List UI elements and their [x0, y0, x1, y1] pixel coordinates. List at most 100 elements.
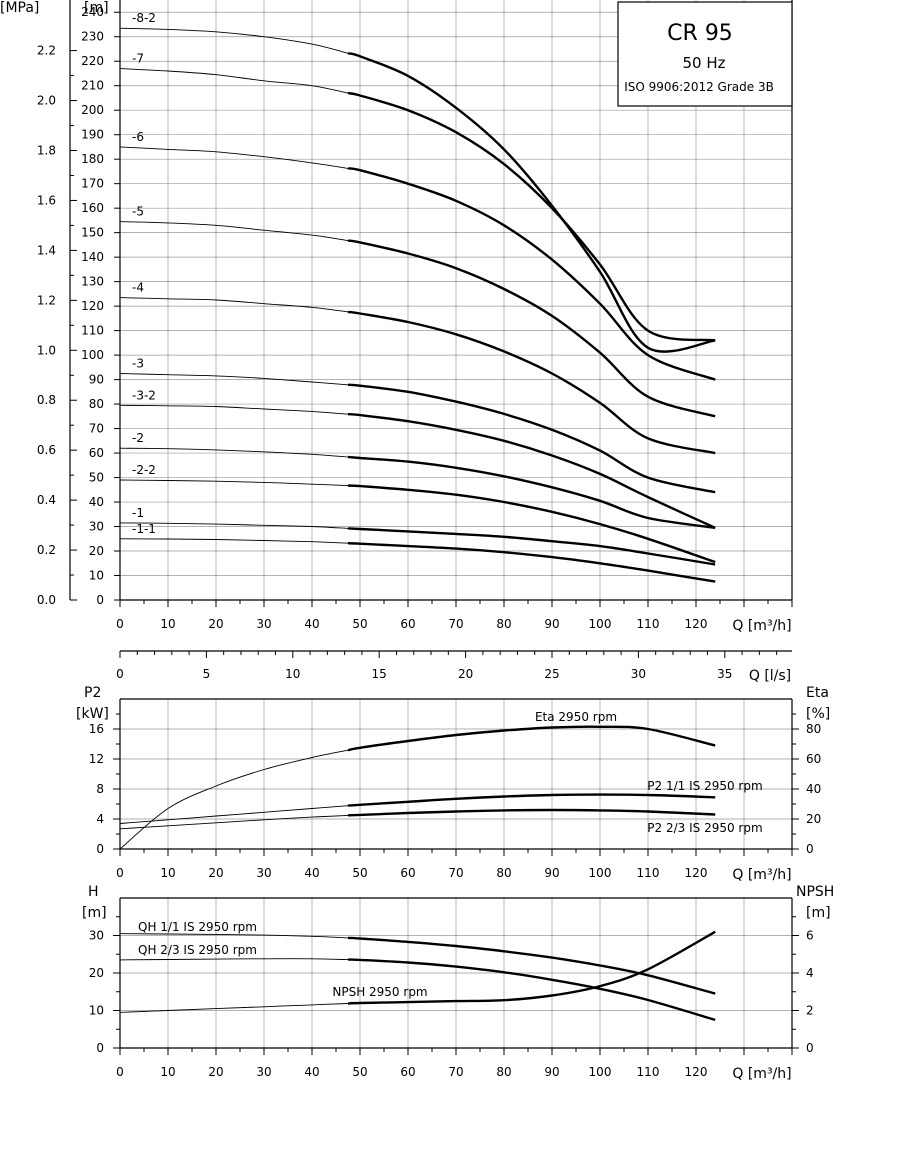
info-box: CR 95 50 Hz ISO 9906:2012 Grade 3B [617, 1, 793, 107]
npsh-panel-curve-label-1: QH 2/3 IS 2950 rpm [138, 943, 257, 957]
x-tick-label: 0 [116, 866, 124, 880]
y-tick-label-m: 230 [81, 30, 104, 44]
x-tick-label: 120 [685, 866, 708, 880]
x-tick-label: 110 [637, 866, 660, 880]
head-curve-4-thick [347, 310, 716, 455]
y-tick-label-m: 20 [89, 544, 104, 558]
y-tick-label-mpa: 0.0 [37, 593, 56, 607]
head-curve-1-thick [347, 527, 716, 566]
y-tick-label-p2: 4 [96, 812, 104, 826]
y-tick-label-eta: 40 [806, 782, 821, 796]
x-tick-label: 90 [544, 1065, 559, 1079]
npsh-panel-curve-label-2: NPSH 2950 rpm [332, 985, 427, 999]
x-tick-label: 110 [637, 617, 660, 631]
curve-label-4: -4 [132, 281, 144, 295]
power-curve-label-1: P2 1/1 IS 2950 rpm [647, 779, 762, 793]
y-tick-label-m: 130 [81, 275, 104, 289]
head-curve-2-thick [347, 455, 716, 529]
ls-tick-label: 25 [544, 667, 559, 681]
x-tick-label: 100 [589, 617, 612, 631]
y-axis-title-eta: Eta [806, 685, 829, 701]
y-tick-label-npsh: 2 [806, 1004, 814, 1018]
curve-label-1-1: -1-1 [132, 522, 156, 536]
x-tick-label: 10 [160, 1065, 175, 1079]
head-curves-panel: 0102030405060708090100110120130140150160… [0, 0, 793, 634]
y-tick-label-npsh: 6 [806, 929, 814, 943]
curve-label-8-2: -8-2 [132, 11, 156, 25]
y-tick-label-m: 100 [81, 348, 104, 362]
ls-tick-label: 20 [458, 667, 473, 681]
head-curve-1-1-thin [119, 538, 349, 544]
x-tick-label: 10 [160, 866, 175, 880]
x-tick-label: 60 [400, 617, 415, 631]
y-axis-title-m: [m] [84, 0, 109, 16]
x-tick-label: 0 [116, 1065, 124, 1079]
curve-label-5: -5 [132, 205, 144, 219]
y-tick-label-p2: 16 [89, 722, 104, 736]
head-curve-3-2-thin [119, 404, 349, 415]
head-curve-6-thick [347, 167, 716, 381]
head-curve-2-2-thick [347, 484, 716, 564]
head-curve-8-2-thick [347, 52, 716, 353]
ls-tick-label: 0 [116, 667, 124, 681]
npsh-panel-curve-label-0: QH 1/1 IS 2950 rpm [138, 920, 257, 934]
head-curve-2-thin [119, 447, 349, 458]
x-tick-label: 50 [352, 1065, 367, 1079]
head-curve-1-thin [119, 522, 349, 529]
x-axis-title: Q [m³/h] [732, 618, 791, 634]
x-tick-label: 100 [589, 866, 612, 880]
y-tick-label-npsh: 4 [806, 966, 814, 980]
x-axis-title: Q [m³/h] [732, 1066, 791, 1082]
y-tick-label-p2: 0 [96, 842, 104, 856]
info-box-frequency: 50 Hz [682, 54, 725, 72]
x-tick-label: 60 [400, 866, 415, 880]
y-tick-label-h: 10 [89, 1004, 104, 1018]
npsh-panel-curve-2-thick [347, 930, 716, 1005]
x-tick-label: 120 [685, 617, 708, 631]
x-tick-label: 70 [448, 617, 463, 631]
head-curve-5-thick [347, 239, 716, 418]
y-tick-label-mpa: 1.2 [37, 293, 56, 307]
curve-label-1: -1 [132, 506, 144, 520]
x-tick-label: 80 [496, 617, 511, 631]
y-tick-label-mpa: 2.2 [37, 44, 56, 58]
y-tick-label-m: 150 [81, 226, 104, 240]
y-tick-label-m: 240 [81, 5, 104, 19]
head-npsh-panel: 0 10 20 30 0 2 4 6 H [m] NPSH [m] QH 1/1 IS 2950 rpm… [82, 884, 834, 1082]
ls-tick-label: 10 [285, 667, 300, 681]
power-curve-2-thin [119, 814, 349, 830]
y-tick-label-mpa: 1.6 [37, 193, 56, 207]
curve-label-7: -7 [132, 52, 144, 66]
ls-tick-label: 35 [717, 667, 732, 681]
y-tick-label-m: 50 [89, 471, 104, 485]
x-tick-label: 50 [352, 617, 367, 631]
head-curve-7-thick [347, 91, 716, 342]
y-tick-label-m: 70 [89, 422, 104, 436]
ls-tick-label: 15 [372, 667, 387, 681]
y-axis-title-npsh: NPSH [796, 884, 834, 900]
x-tick-label: 30 [256, 866, 271, 880]
head-curve-3-thin [119, 373, 349, 386]
head-curve-3-2-thick [347, 413, 716, 529]
npsh-panel-curve-1-thin [119, 958, 349, 961]
y-tick-label-eta: 80 [806, 722, 821, 736]
y-axis-unit-eta: [%] [806, 706, 830, 722]
x-tick-label: 40 [304, 1065, 319, 1079]
y-tick-label-eta: 60 [806, 752, 821, 766]
head-curve-4-thin [119, 297, 349, 313]
y-tick-label-mpa: 0.2 [37, 543, 56, 557]
y-tick-label-m: 40 [89, 495, 104, 509]
x-tick-label: 70 [448, 866, 463, 880]
y-tick-label-mpa: 1.4 [37, 243, 56, 257]
x-tick-label: 60 [400, 1065, 415, 1079]
x-tick-label: 20 [208, 866, 223, 880]
y-tick-label-m: 140 [81, 250, 104, 264]
power-curve-1-thick [347, 793, 716, 807]
y-tick-label-m: 190 [81, 128, 104, 142]
x-tick-label: 120 [685, 1065, 708, 1079]
y-tick-label-eta: 20 [806, 812, 821, 826]
y-tick-label-p2: 8 [96, 782, 104, 796]
power-curve-label-2: P2 2/3 IS 2950 rpm [647, 821, 762, 835]
y-tick-label-h: 30 [89, 929, 104, 943]
y-tick-label-eta: 0 [806, 842, 814, 856]
